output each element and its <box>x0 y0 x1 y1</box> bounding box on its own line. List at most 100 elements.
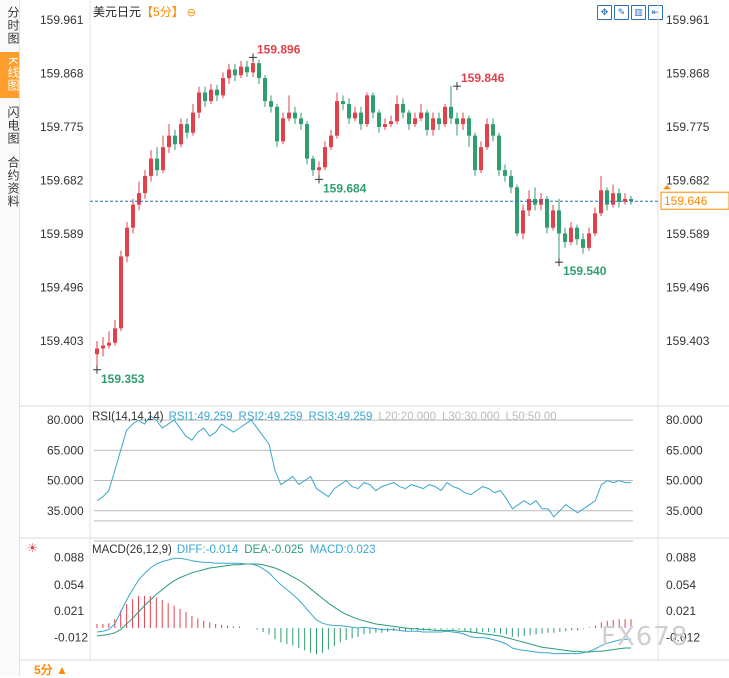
candle-body <box>467 118 471 136</box>
price-ytick-left: 159.589 <box>40 227 84 241</box>
fullscreen-icon[interactable]: ✥ <box>597 5 612 20</box>
l30-legend: L30:30.000 <box>442 411 500 423</box>
candle-body <box>245 66 249 73</box>
circle-minus-icon[interactable]: ⊖ <box>186 7 196 19</box>
macd-ytick-left: -0.012 <box>54 631 88 645</box>
rsi-title: RSI(14,14,14) RSI1:49.259 RSI2:49.259 RSI3:… <box>92 411 557 423</box>
candle-body <box>305 124 309 159</box>
period-label: 【5分】 <box>141 5 184 19</box>
candle-body <box>455 118 459 125</box>
candle-body <box>443 106 447 125</box>
rsi-ytick-right: 50.000 <box>666 474 703 488</box>
rsi3-legend: RSI3:49.259 <box>308 411 372 423</box>
candle-body <box>389 121 393 125</box>
candle-body <box>419 112 423 119</box>
candle-body <box>551 210 555 228</box>
diff-legend: DIFF:-0.014 <box>177 544 239 556</box>
rsi-title-label: RSI(14,14,14) <box>92 411 164 423</box>
candle-body <box>179 124 183 145</box>
tab-contract-info[interactable]: 合约资料 <box>6 156 20 208</box>
candle-body <box>497 135 501 171</box>
candle-body <box>269 101 273 107</box>
rsi-ytick-right: 35.000 <box>666 504 703 518</box>
candle-body <box>527 198 531 211</box>
rsi-ytick-right: 65.000 <box>666 443 703 457</box>
candle-body <box>299 118 303 125</box>
rsi-ytick-right: 80.000 <box>666 413 703 427</box>
dea-line <box>96 563 631 653</box>
draw-tool-icon[interactable]: ✎ <box>614 5 629 20</box>
tab-time-sharing[interactable]: 分时图 <box>6 5 20 45</box>
high-annotation: 159.846 <box>461 71 505 85</box>
high-annotation: 159.896 <box>257 42 301 56</box>
low-annotation: 159.540 <box>563 264 607 278</box>
candle-body <box>311 158 315 171</box>
back-icon[interactable]: ⇤ <box>648 5 663 20</box>
up-arrow-icon <box>663 185 671 190</box>
candle-body <box>383 124 387 128</box>
macd-title: MACD(26,12,9) DIFF:-0.014 DEA:-0.025 MACD:0… <box>92 544 376 556</box>
candle-body <box>395 103 399 122</box>
candle-body <box>137 193 141 205</box>
macd-ytick-right: 0.054 <box>666 578 696 592</box>
candle-body <box>359 112 363 125</box>
price-ytick-left: 159.961 <box>40 13 84 27</box>
tab-candlestick[interactable]: K线图 <box>0 52 20 98</box>
rsi2-legend: RSI2:49.259 <box>239 411 303 423</box>
dea-legend: DEA:-0.025 <box>244 544 303 556</box>
candle-body <box>251 63 255 73</box>
candle-body <box>605 190 609 205</box>
candle-body <box>371 95 375 113</box>
symbol-name: 美元日元 <box>93 5 142 19</box>
candle-body <box>203 92 207 102</box>
candle-body <box>407 112 411 125</box>
candle-body <box>473 135 477 171</box>
last-price-label: 159.646 <box>664 194 708 208</box>
candle-body <box>155 158 159 171</box>
price-ytick-right: 159.496 <box>666 281 710 295</box>
period-selector[interactable]: 5分 ▲ <box>34 663 68 677</box>
low-annotation: 159.684 <box>323 181 367 195</box>
candle-body <box>347 103 351 119</box>
candle-body <box>191 112 195 133</box>
candle-body <box>335 101 339 136</box>
rsi-ytick-left: 80.000 <box>47 413 84 427</box>
settings-sun-icon[interactable]: ☀ <box>27 541 38 555</box>
price-ytick-right: 159.589 <box>666 227 710 241</box>
price-panel: 159.961 159.961 159.868 159.868 159.775 159.7… <box>40 13 729 386</box>
candle-body <box>323 147 327 168</box>
candle-body <box>413 118 417 125</box>
candle-body <box>557 210 561 234</box>
macd-ytick-left: 0.054 <box>54 578 84 592</box>
candle-body <box>119 256 123 329</box>
candle-body <box>113 328 117 343</box>
price-ytick-left: 159.682 <box>40 174 84 188</box>
candle-body <box>293 112 297 119</box>
candle-body <box>377 112 381 128</box>
rsi-ytick-left: 65.000 <box>47 443 84 457</box>
price-ytick-right: 159.961 <box>666 13 710 27</box>
rsi-ytick-left: 50.000 <box>47 474 84 488</box>
candle-body <box>101 345 105 349</box>
candle-body <box>281 118 285 142</box>
macd-ytick-right: 0.088 <box>666 551 696 565</box>
tab-flash-chart[interactable]: 闪电图 <box>6 105 20 145</box>
price-ytick-right: 159.868 <box>666 67 710 81</box>
candle-body <box>167 135 171 148</box>
chart-type-icon[interactable]: ▥ <box>631 5 646 20</box>
candle-body <box>161 147 165 171</box>
candle-body <box>521 210 525 234</box>
candle-body <box>449 106 453 119</box>
candle-body <box>479 147 483 171</box>
l50-legend: L50:50.00 <box>506 411 557 423</box>
candle-body <box>611 193 615 205</box>
candle-body <box>287 112 291 119</box>
candle-body <box>515 187 519 234</box>
last-price-badge <box>660 191 729 210</box>
macd-ytick-right: 0.021 <box>666 604 696 618</box>
side-tab-bar: 分时图 K线图 闪电图 合约资料 <box>0 0 20 676</box>
candle-body <box>533 198 537 205</box>
candle-body <box>263 78 267 102</box>
candle-body <box>143 175 147 194</box>
candle-body <box>227 69 231 79</box>
